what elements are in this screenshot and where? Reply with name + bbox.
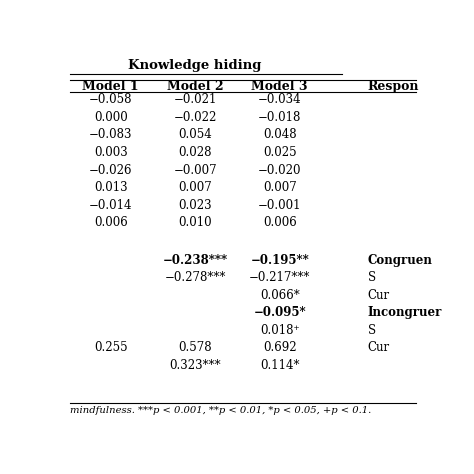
- Text: 0.006: 0.006: [263, 216, 297, 229]
- Text: 0.013: 0.013: [94, 181, 128, 194]
- Text: S: S: [368, 271, 376, 284]
- Text: 0.006: 0.006: [94, 216, 128, 229]
- Text: 0.007: 0.007: [263, 181, 297, 194]
- Text: −0.238***: −0.238***: [163, 254, 228, 267]
- Text: 0.000: 0.000: [94, 111, 128, 124]
- Text: Model 1: Model 1: [82, 80, 139, 92]
- Text: −0.001: −0.001: [258, 199, 301, 211]
- Text: −0.095*: −0.095*: [253, 306, 306, 319]
- Text: Knowledge hiding: Knowledge hiding: [128, 59, 262, 72]
- Text: −0.026: −0.026: [89, 164, 132, 176]
- Text: −0.278***: −0.278***: [164, 271, 226, 284]
- Text: 0.114*: 0.114*: [260, 359, 300, 372]
- Text: −0.083: −0.083: [89, 128, 132, 141]
- Text: 0.578: 0.578: [178, 341, 212, 354]
- Text: 0.028: 0.028: [178, 146, 212, 159]
- Text: −0.022: −0.022: [173, 111, 217, 124]
- Text: 0.054: 0.054: [178, 128, 212, 141]
- Text: −0.217***: −0.217***: [249, 271, 310, 284]
- Text: 0.025: 0.025: [263, 146, 296, 159]
- Text: −0.018: −0.018: [258, 111, 301, 124]
- Text: Model 2: Model 2: [167, 80, 223, 92]
- Text: 0.692: 0.692: [263, 341, 296, 354]
- Text: 0.018⁺: 0.018⁺: [260, 324, 300, 337]
- Text: 0.010: 0.010: [178, 216, 212, 229]
- Text: −0.007: −0.007: [173, 164, 217, 176]
- Text: 0.048: 0.048: [263, 128, 296, 141]
- Text: Respon: Respon: [368, 80, 419, 92]
- Text: −0.014: −0.014: [89, 199, 132, 211]
- Text: Congruen: Congruen: [368, 254, 433, 267]
- Text: 0.066*: 0.066*: [260, 289, 300, 302]
- Text: 0.003: 0.003: [94, 146, 128, 159]
- Text: −0.195**: −0.195**: [250, 254, 309, 267]
- Text: S: S: [368, 324, 376, 337]
- Text: mindfulness. ***p < 0.001, **p < 0.01, *p < 0.05, +p < 0.1.: mindfulness. ***p < 0.001, **p < 0.01, *…: [70, 406, 372, 415]
- Text: 0.255: 0.255: [94, 341, 128, 354]
- Text: Cur: Cur: [368, 289, 390, 302]
- Text: Incongruer: Incongruer: [368, 306, 442, 319]
- Text: 0.323***: 0.323***: [169, 359, 221, 372]
- Text: 0.023: 0.023: [178, 199, 212, 211]
- Text: Cur: Cur: [368, 341, 390, 354]
- Text: 0.007: 0.007: [178, 181, 212, 194]
- Text: −0.021: −0.021: [173, 93, 217, 107]
- Text: −0.034: −0.034: [258, 93, 301, 107]
- Text: Model 3: Model 3: [251, 80, 308, 92]
- Text: −0.020: −0.020: [258, 164, 301, 176]
- Text: −0.058: −0.058: [89, 93, 132, 107]
